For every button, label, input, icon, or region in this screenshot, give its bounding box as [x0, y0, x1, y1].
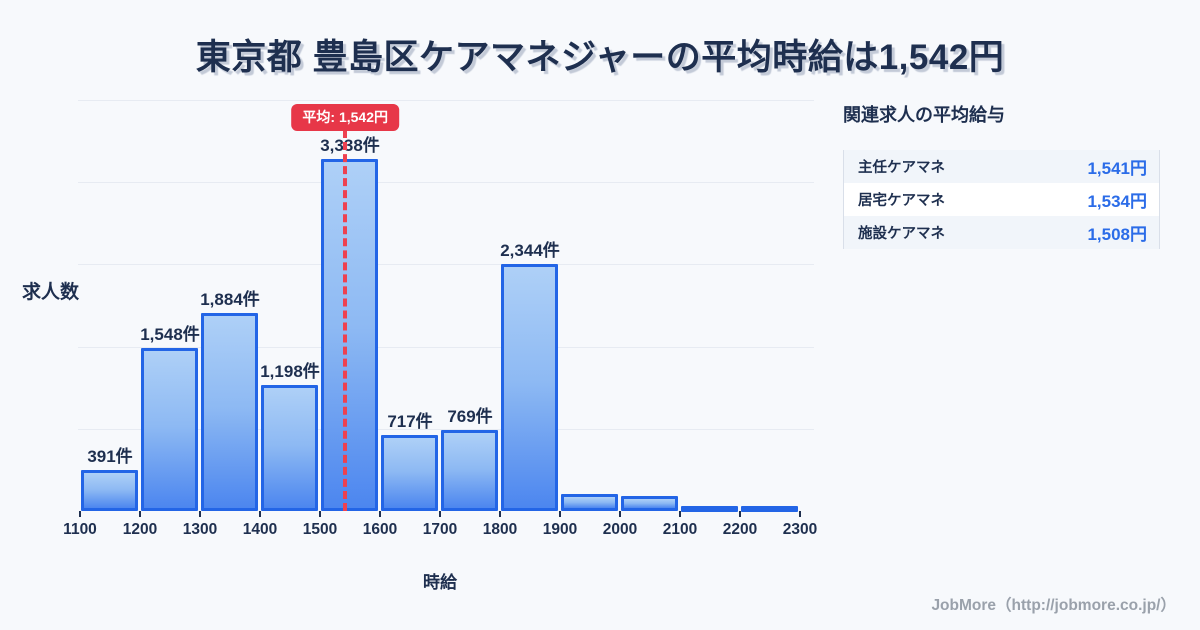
table-row: 施設ケアマネ 1,508円 [844, 216, 1159, 249]
histogram-bar [201, 312, 258, 511]
x-axis-tick-label: 2000 [602, 521, 638, 538]
histogram-bar [141, 347, 198, 511]
histogram-bar [321, 159, 378, 511]
x-axis-tick [259, 511, 261, 517]
x-axis-tick [139, 511, 141, 517]
x-axis-tick-label: 1500 [302, 521, 338, 538]
bar-value-label: 717件 [387, 412, 433, 432]
job-type-label: 居宅ケアマネ [858, 193, 945, 209]
gridline [78, 264, 814, 266]
x-axis-tick [319, 511, 321, 517]
x-axis-tick [379, 511, 381, 517]
job-type-label: 主任ケアマネ [858, 160, 945, 176]
x-axis-tick [499, 511, 501, 517]
job-wage-value: 1,541円 [1087, 159, 1147, 178]
bar-value-label: 3,338件 [320, 136, 380, 156]
average-reference-line [343, 130, 348, 511]
x-axis-tick-label: 1600 [362, 521, 398, 538]
bar-value-label: 1,884件 [200, 289, 260, 309]
gridline [78, 428, 814, 430]
bar-value-label: 1,548件 [140, 324, 200, 344]
histogram-bar [261, 384, 318, 511]
related-jobs-heading: 関連求人の平均給与 [843, 105, 1005, 125]
histogram-bar [381, 435, 438, 511]
histogram-bar [561, 494, 618, 511]
bar-value-label: 2,344件 [500, 241, 560, 260]
job-wage-value: 1,508円 [1087, 225, 1147, 244]
histogram-bar [681, 505, 738, 512]
gridline [78, 182, 814, 184]
x-axis-tick-label: 1300 [182, 521, 218, 538]
x-axis-tick-label: 1200 [122, 521, 158, 538]
x-axis-tick [199, 511, 201, 517]
histogram-bar [621, 496, 678, 511]
x-axis-tick [679, 511, 681, 517]
x-axis-tick-label: 2200 [722, 521, 758, 538]
table-row: 居宅ケアマネ 1,534円 [844, 183, 1159, 216]
histogram-bar [741, 505, 798, 512]
bar-value-label: 1,198件 [260, 361, 320, 381]
page-title: 東京都 豊島区ケアマネジャーの平均時給は1,542円 [195, 38, 1005, 77]
source-credit: JobMore（http://jobmore.co.jp/） [931, 597, 1176, 614]
x-axis-tick-label: 1900 [542, 521, 578, 538]
x-axis-tick-label: 1800 [482, 521, 518, 538]
job-type-label: 施設ケアマネ [858, 226, 945, 242]
job-wage-value: 1,534円 [1087, 192, 1147, 211]
x-axis-label: 時給 [423, 573, 457, 592]
histogram-bar [501, 264, 558, 511]
gridline [78, 100, 814, 101]
histogram-bar [81, 469, 138, 511]
bar-value-label: 769件 [447, 407, 493, 426]
bar-value-label: 391件 [87, 446, 133, 466]
x-axis-tick-label: 2100 [662, 521, 698, 538]
average-value-badge: 平均: 1,542円 [291, 104, 399, 131]
x-axis-tick [439, 511, 441, 517]
x-axis-tick [559, 511, 561, 517]
x-axis-tick [739, 511, 741, 517]
x-axis-tick-label: 1400 [242, 521, 278, 538]
x-axis-tick-label: 1100 [63, 521, 97, 538]
x-axis-tick [799, 511, 801, 517]
x-axis-tick-label: 1700 [422, 521, 458, 538]
related-jobs-table: 主任ケアマネ 1,541円 居宅ケアマネ 1,534円 施設ケアマネ 1,508… [843, 150, 1160, 249]
gridline [78, 346, 814, 348]
table-row: 主任ケアマネ 1,541円 [844, 150, 1159, 183]
x-axis-tick [79, 511, 81, 517]
x-axis-tick [619, 511, 621, 517]
related-jobs-panel: 関連求人の平均給与 主任ケアマネ 1,541円 居宅ケアマネ 1,534円 施設… [843, 101, 1160, 249]
histogram-bar [441, 430, 498, 511]
y-axis-label: 求人数 [22, 282, 80, 303]
x-axis-tick-label: 2300 [782, 521, 818, 538]
